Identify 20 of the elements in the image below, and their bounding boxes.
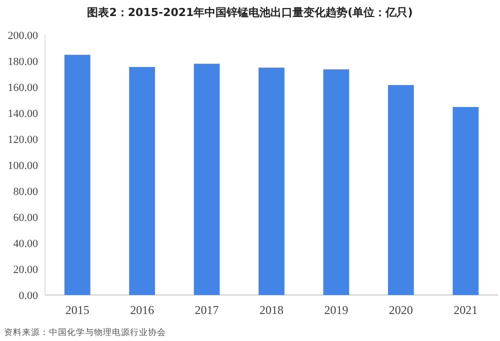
x-tick-label: 2015 (65, 303, 90, 317)
x-tick-label: 2018 (260, 303, 284, 317)
y-tick-label: 160.00 (8, 82, 38, 94)
x-tick-label: 2021 (454, 303, 478, 317)
y-tick-label: 20.00 (13, 264, 38, 276)
y-tick-label: 40.00 (13, 238, 38, 250)
y-tick-label: 60.00 (13, 212, 38, 224)
y-tick-label: 80.00 (13, 186, 38, 198)
chart-title: 图表2：2015-2021年中国锌锰电池出口量变化趋势(单位：亿只) (87, 6, 413, 19)
y-tick-label: 140.00 (8, 108, 38, 120)
x-tick-label: 2020 (388, 303, 413, 317)
text: 资料来源：中国化学与物理电源行业协会 (4, 327, 166, 338)
x-tick-label: 2016 (130, 303, 154, 317)
y-tick-label: 120.00 (8, 134, 38, 146)
x-tick-label: 2017 (194, 303, 219, 317)
y-tick-label: 100.00 (8, 160, 38, 172)
y-tick-label: 180.00 (8, 56, 38, 68)
y-tick-label: 0.00 (18, 290, 38, 302)
x-tick-label: 2019 (324, 303, 348, 317)
y-tick-label: 200.00 (8, 30, 38, 42)
